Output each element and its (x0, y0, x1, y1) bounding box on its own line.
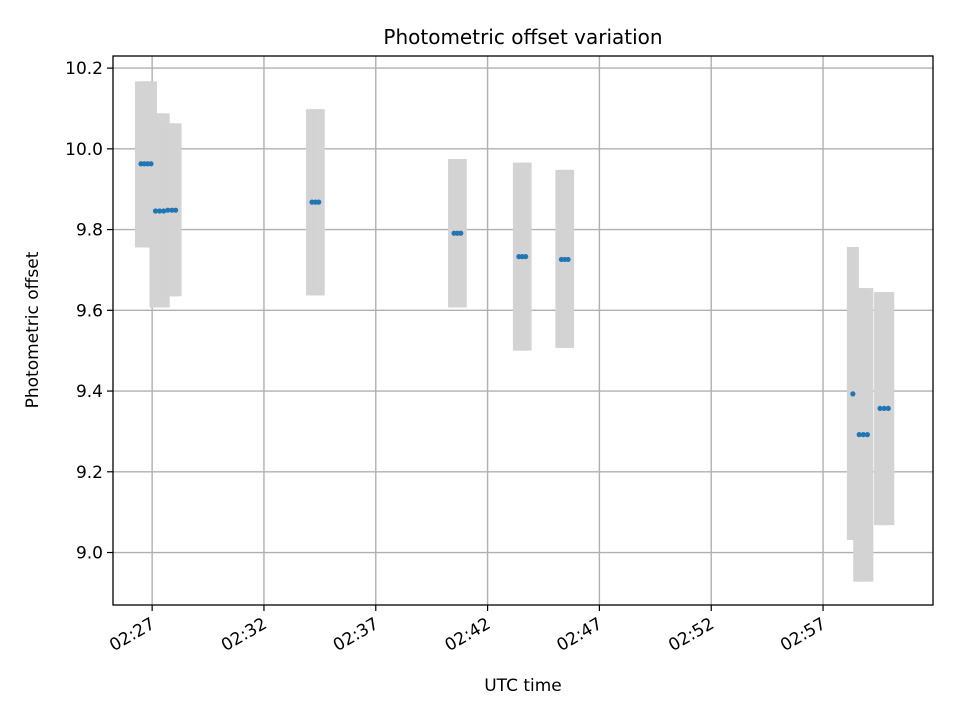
y-tick-label: 10.2 (65, 59, 103, 79)
data-point (877, 405, 883, 412)
y-tick-label: 9.6 (76, 301, 103, 321)
data-point (165, 207, 171, 213)
y-axis-label: Photometric offset (23, 251, 43, 408)
data-point (860, 432, 866, 438)
y-tick-label: 9.2 (76, 463, 103, 483)
y-tick-label: 10.0 (65, 140, 103, 160)
data-point (169, 207, 175, 213)
x-axis-label: UTC time (484, 676, 562, 696)
data-point (458, 230, 464, 236)
data-point (156, 208, 163, 214)
data-point (148, 161, 154, 167)
data-point (316, 199, 322, 205)
data-point (885, 405, 891, 412)
data-point (161, 208, 167, 214)
chart-title: Photometric offset variation (383, 25, 662, 49)
data-point (173, 207, 179, 213)
data-point (523, 254, 529, 260)
data-point (152, 208, 159, 214)
y-tick-label: 9.8 (76, 221, 103, 241)
data-point (856, 432, 862, 438)
plot-frame (112, 55, 934, 606)
data-points (138, 161, 891, 438)
data-point (881, 405, 887, 412)
y-tick-label: 9.0 (76, 544, 103, 564)
data-point (864, 432, 871, 438)
data-point (850, 391, 856, 397)
data-point (565, 256, 571, 263)
y-axis-ticks: 9.0 9.2 9.4 9.6 9.8 10.0 10.2 (65, 59, 113, 564)
y-tick-label: 9.4 (76, 382, 103, 402)
